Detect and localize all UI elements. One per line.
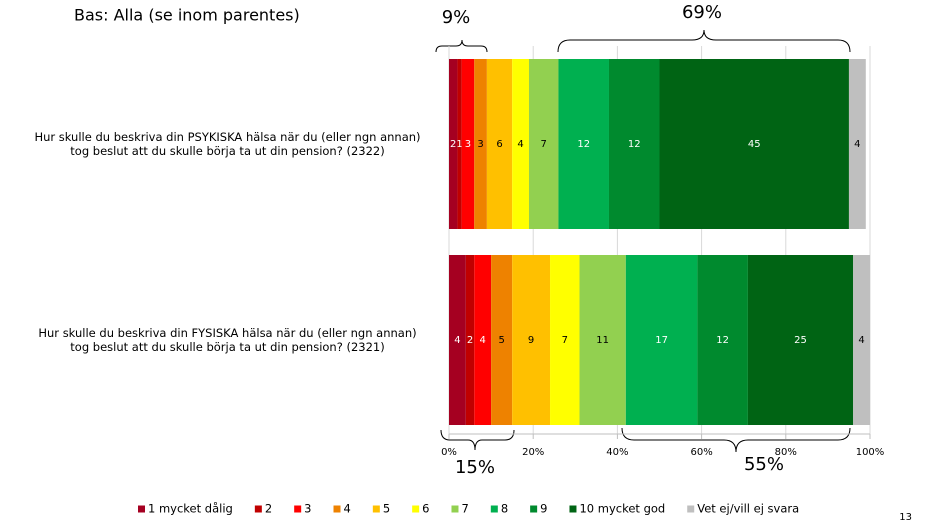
bracket bbox=[440, 429, 515, 451]
value-label: 2 bbox=[467, 335, 473, 346]
legend-label: 2 bbox=[265, 502, 272, 516]
value-label: 7 bbox=[562, 335, 568, 346]
value-label: 4 bbox=[858, 335, 864, 346]
value-label: 5 bbox=[498, 335, 504, 346]
page-number: 13 bbox=[899, 512, 912, 523]
value-label: 4 bbox=[854, 139, 860, 150]
legend-swatch bbox=[333, 505, 341, 513]
value-label: 25 bbox=[794, 335, 807, 346]
value-label: 2 bbox=[450, 139, 456, 150]
value-label: 4 bbox=[517, 139, 523, 150]
legend-swatch bbox=[687, 505, 695, 513]
value-label: 12 bbox=[716, 335, 729, 346]
legend-swatch bbox=[490, 505, 498, 513]
bar-segment bbox=[457, 59, 462, 229]
legend-label: 8 bbox=[501, 502, 508, 516]
legend-label: 7 bbox=[461, 502, 468, 516]
legend-swatch bbox=[530, 505, 538, 513]
legend-swatch bbox=[138, 505, 145, 513]
legend-swatch bbox=[372, 505, 380, 513]
legend-swatch bbox=[294, 505, 302, 513]
legend-label: 4 bbox=[344, 502, 351, 516]
annotation: 9% bbox=[442, 7, 471, 28]
note: Bas: Alla (se inom parentes) bbox=[74, 6, 300, 25]
bracket bbox=[435, 39, 488, 53]
legend-label: 3 bbox=[304, 502, 311, 516]
value-label: 12 bbox=[628, 139, 641, 150]
value-label: 1 bbox=[456, 139, 462, 150]
value-label: 3 bbox=[465, 139, 471, 150]
bracket bbox=[621, 427, 851, 453]
legend-swatch bbox=[254, 505, 262, 513]
legend-label: 1 mycket dålig bbox=[148, 502, 233, 516]
bar-segment bbox=[853, 255, 870, 425]
legend-label: 5 bbox=[383, 502, 390, 516]
bar-segment bbox=[461, 59, 475, 229]
legend-label: Vet ej/vill ej svara bbox=[697, 502, 799, 516]
x-tick-label: 20% bbox=[522, 447, 544, 458]
x-tick-label: 0% bbox=[441, 447, 457, 458]
bar-segment bbox=[528, 59, 559, 229]
value-label: 3 bbox=[477, 139, 483, 150]
bar-segment bbox=[486, 59, 513, 229]
bar-segment bbox=[512, 59, 529, 229]
value-label: 17 bbox=[655, 335, 668, 346]
legend-label: 9 bbox=[540, 502, 547, 516]
value-label: 7 bbox=[541, 139, 547, 150]
value-label: 45 bbox=[748, 139, 761, 150]
bar-segment bbox=[848, 59, 866, 229]
x-tick-label: 40% bbox=[606, 447, 628, 458]
bar-segment bbox=[474, 59, 487, 229]
legend-swatch bbox=[412, 505, 420, 513]
x-tick-label: 60% bbox=[690, 447, 712, 458]
value-label: 4 bbox=[454, 335, 460, 346]
bar-segment bbox=[558, 59, 609, 229]
bar-segment bbox=[474, 255, 492, 425]
value-label: 12 bbox=[577, 139, 590, 150]
legend-swatch bbox=[569, 505, 577, 513]
annotation: 15% bbox=[455, 457, 495, 478]
x-tick-label: 100% bbox=[856, 447, 885, 458]
bar-segment bbox=[579, 255, 626, 425]
category-label: Hur skulle du beskriva din PSYKISKA häls… bbox=[34, 130, 421, 158]
legend-swatch bbox=[451, 505, 459, 513]
bar-segment bbox=[449, 59, 458, 229]
value-label: 4 bbox=[479, 335, 485, 346]
value-label: 9 bbox=[528, 335, 534, 346]
bar-segment bbox=[550, 255, 580, 425]
category-label: Hur skulle du beskriva din FYSISKA hälsa… bbox=[38, 326, 417, 354]
bar-segment bbox=[697, 255, 748, 425]
x-tick-label: 80% bbox=[775, 447, 797, 458]
bar-segment bbox=[512, 255, 551, 425]
bar-segment bbox=[625, 255, 698, 425]
value-label: 6 bbox=[496, 139, 502, 150]
bar-segment bbox=[465, 255, 475, 425]
bar-segment bbox=[449, 255, 466, 425]
annotation: 55% bbox=[744, 454, 784, 475]
bar-segment bbox=[491, 255, 513, 425]
value-label: 11 bbox=[596, 335, 609, 346]
bar-segment bbox=[659, 59, 849, 229]
bar-segment bbox=[747, 255, 854, 425]
annotation: 69% bbox=[682, 2, 722, 23]
bar-segment bbox=[608, 59, 660, 229]
bracket bbox=[557, 29, 851, 53]
legend-label: 10 mycket god bbox=[579, 502, 665, 516]
legend-label: 6 bbox=[422, 502, 429, 516]
